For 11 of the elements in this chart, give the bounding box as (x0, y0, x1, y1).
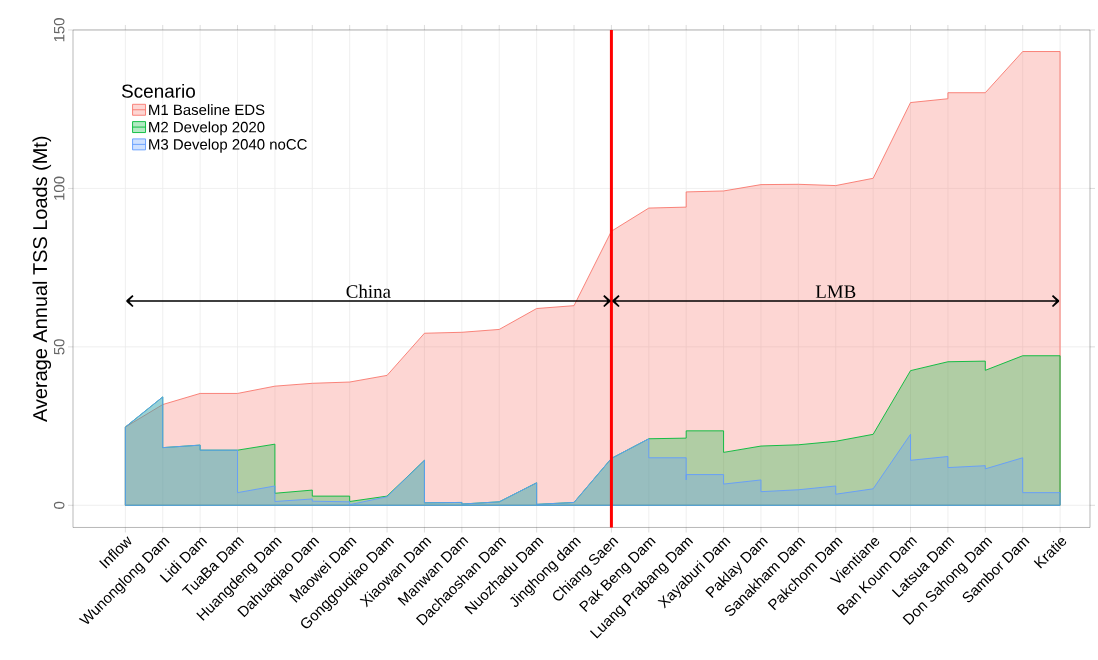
y-tick-label: 0 (53, 501, 65, 509)
legend-label: M2 Develop 2020 (149, 121, 265, 136)
y-tick-label: 150 (53, 18, 65, 42)
annotation: LMB (815, 285, 856, 298)
legend-label: M1 Baseline EDS (149, 104, 265, 116)
annotation: China (346, 284, 391, 298)
y-tick-label: 50 (53, 339, 65, 355)
legend-label: M3 Develop 2040 noCC (149, 138, 307, 153)
legend-title: Scenario (121, 83, 195, 98)
y-tick-label: 100 (53, 176, 65, 200)
y-axis-title: Average Annual TSS Loads (Mt) (32, 136, 52, 422)
